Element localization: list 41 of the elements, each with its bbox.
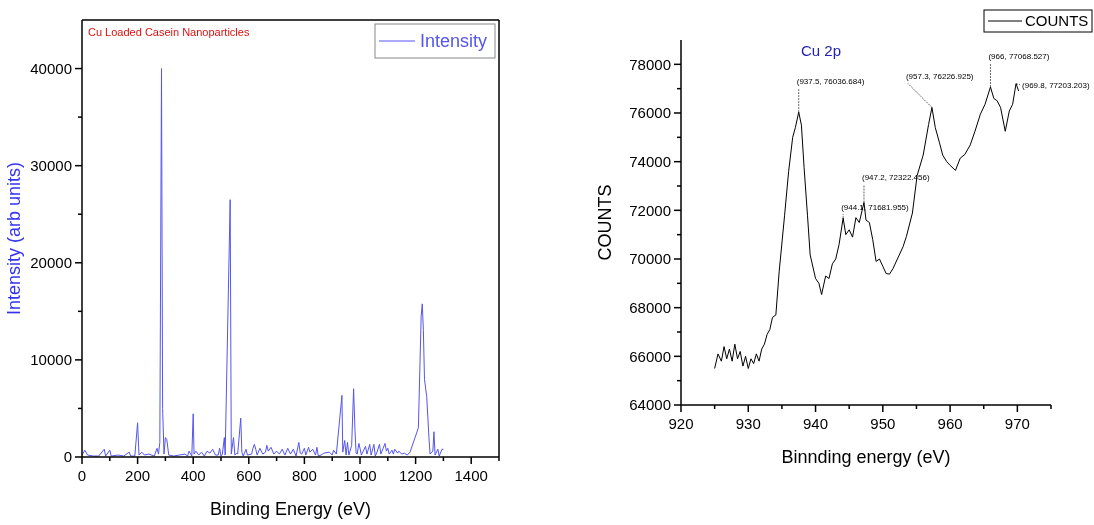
x-tick-label: 970	[1004, 415, 1030, 432]
y-tick-label: 40000	[30, 59, 72, 77]
y-tick-label: 0	[63, 448, 72, 466]
x-tick-label: 800	[291, 467, 317, 484]
x-tick-label: 1200	[398, 467, 433, 484]
x-tick-label: 1400	[454, 467, 488, 484]
x-tick-label: 600	[236, 467, 262, 484]
line-series	[81, 68, 444, 457]
legend-label: Intensity	[420, 31, 488, 52]
legend-label: COUNTS	[1025, 12, 1089, 30]
x-tick-label: 200	[125, 467, 151, 484]
y-tick-label: 74000	[629, 152, 671, 170]
x-tick-label: 940	[803, 415, 829, 432]
chart-title: Cu 2p	[801, 42, 842, 59]
y-axis-title: Intensity (arb units)	[4, 161, 24, 316]
y-tick-label: 72000	[629, 201, 671, 219]
y-tick-label: 66000	[629, 347, 671, 365]
x-tick-label: 920	[668, 415, 694, 432]
y-tick-label: 70000	[629, 250, 671, 268]
y-tick-label: 64000	[629, 396, 671, 414]
y-tick-label: 20000	[30, 254, 72, 272]
y-axis-title: COUNTS	[595, 184, 615, 261]
x-tick-label: 960	[937, 415, 963, 432]
y-tick-label: 68000	[629, 298, 671, 316]
x-axis-title: Binnding energy (eV)	[781, 447, 951, 467]
y-tick-label: 78000	[629, 55, 671, 73]
x-tick-label: 930	[735, 415, 761, 432]
y-tick-label: 30000	[30, 156, 72, 174]
x-tick-label: 950	[870, 415, 896, 432]
annotation: (937.5, 76036.684)	[796, 77, 865, 87]
x-tick-label: 400	[180, 467, 206, 484]
text: Cu Loaded Casein Nanoparticles	[88, 26, 250, 38]
annotation: (947.2, 72322.456)	[861, 173, 930, 183]
annotation: (957.3, 76226.925)	[905, 72, 974, 82]
x-axis-title: Binding Energy (eV)	[209, 499, 372, 519]
annotation: (966, 77068.527)	[988, 52, 1050, 61]
y-tick-label: 76000	[629, 104, 671, 122]
x-tick-label: 0	[77, 467, 87, 484]
annotation: (969.8, 77203.203)	[1022, 80, 1090, 90]
y-tick-label: 10000	[30, 351, 72, 369]
x-tick-label: 1000	[343, 467, 377, 484]
